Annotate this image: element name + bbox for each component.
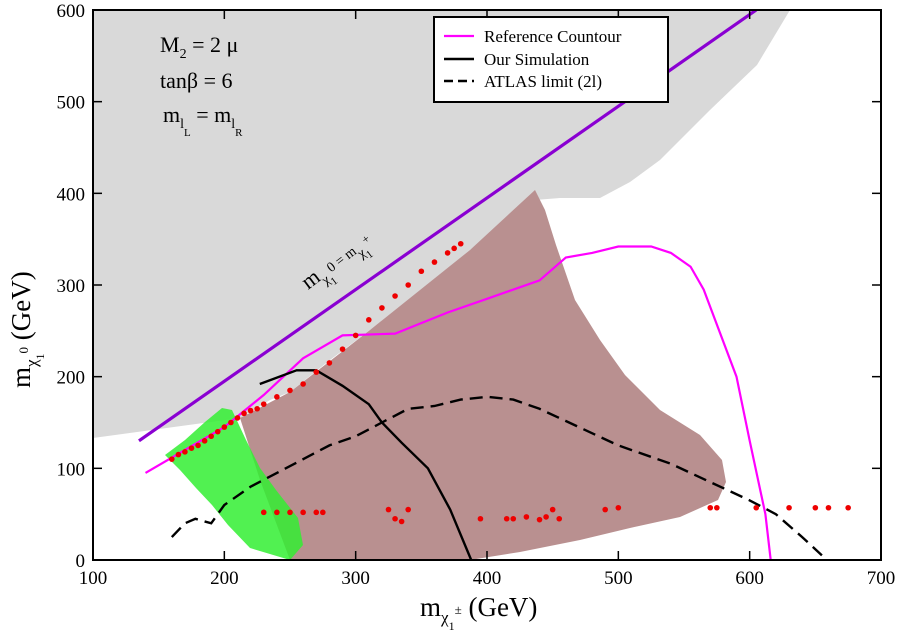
scatter-point (201, 438, 208, 444)
scatter-point (615, 504, 622, 511)
legend: Reference Countour Our Simulation ATLAS … (433, 16, 669, 103)
scatter-point (444, 250, 451, 256)
y-tick-label: 200 (57, 368, 86, 389)
scatter-point (300, 381, 306, 387)
scatter-point (274, 509, 280, 516)
legend-label-atlas: ATLAS limit (2l) (484, 72, 602, 91)
scatter-point (523, 514, 530, 520)
scatter-point (352, 332, 359, 339)
x-tick-label: 100 (79, 568, 108, 589)
scatter-point (228, 419, 234, 426)
scatter-point (260, 401, 267, 407)
scatter-point (339, 346, 346, 352)
scatter-point (510, 515, 517, 522)
x-axis-label: mχ1± (GeV) (420, 592, 537, 633)
scatter-point (392, 293, 398, 299)
x-tick-label: 200 (210, 568, 239, 589)
plot-area (93, 10, 851, 560)
our-simulation-line (259, 369, 473, 560)
scatter-point (753, 504, 760, 511)
x-tick-label: 600 (735, 568, 764, 589)
scatter-points (169, 240, 851, 525)
scatter-point (221, 424, 228, 430)
scatter-point (169, 456, 175, 462)
x-tick-label: 300 (341, 568, 370, 589)
scatter-point (714, 504, 720, 511)
x-tick-label: 500 (604, 568, 633, 589)
scatter-point (274, 394, 280, 400)
annotation-slepton-masses: mlL = mlR (163, 102, 243, 139)
legend-label-simulation: Our Simulation (484, 50, 590, 69)
scatter-point (451, 245, 457, 252)
scatter-point (260, 509, 267, 516)
scatter-point (457, 240, 464, 247)
scatter-point (845, 504, 851, 511)
y-tick-label: 500 (57, 93, 86, 114)
annotation-tanbeta: tanβ = 6 (160, 68, 232, 93)
scatter-point (556, 515, 563, 522)
scatter-point (602, 506, 608, 513)
scatter-point (825, 504, 832, 511)
scatter-point (543, 514, 549, 520)
scatter-point (254, 405, 260, 412)
scatter-point (326, 360, 333, 366)
scatter-point (247, 407, 254, 414)
scatter-point (175, 451, 182, 458)
scatter-point (503, 515, 510, 522)
x-tick-label: 700 (867, 568, 896, 589)
scatter-point (300, 509, 306, 516)
atlas-limit-line (170, 395, 823, 557)
scatter-point (208, 433, 214, 440)
scatter-point (241, 410, 247, 417)
scatter-point (398, 518, 405, 525)
x-tick-label: 400 (473, 568, 502, 589)
grey-excluded-region (93, 10, 790, 438)
scatter-point (287, 387, 293, 394)
y-tick-label: 600 (57, 1, 86, 22)
scatter-point (392, 515, 398, 522)
scatter-point (366, 317, 372, 323)
scatter-point (405, 506, 412, 513)
scatter-point (707, 504, 714, 511)
y-tick-label: 100 (57, 459, 86, 480)
scatter-point (214, 428, 221, 435)
y-tick-label: 0 (76, 551, 86, 572)
scatter-point (431, 259, 438, 265)
scatter-point (234, 415, 241, 421)
scatter-point (786, 504, 792, 511)
scatter-point (536, 516, 543, 523)
legend-label-reference: Reference Countour (484, 27, 622, 46)
y-tick-label: 300 (57, 276, 86, 297)
y-tick-label: 400 (57, 184, 86, 205)
scatter-point (313, 369, 320, 375)
scatter-point (418, 268, 425, 275)
scatter-point (812, 504, 819, 511)
scatter-point (313, 509, 320, 516)
scatter-point (405, 282, 412, 288)
scatter-point (477, 515, 484, 522)
scatter-point (320, 509, 326, 516)
y-axis-ticks: 0 100 200 300 400 500 600 (57, 1, 881, 572)
y-axis-label: mχ10 (GeV) (6, 271, 47, 388)
scatter-point (188, 445, 195, 451)
scatter-point (182, 449, 188, 455)
scatter-point (379, 305, 385, 311)
scatter-point (549, 506, 556, 513)
annotation-m2: M2 = 2 μ (160, 32, 238, 62)
reference-contour-line (144, 245, 772, 560)
scatter-point (385, 506, 392, 513)
scatter-point (287, 509, 293, 516)
x-axis-ticks: 100 200 300 400 500 600 700 (79, 10, 896, 589)
scatter-point (195, 442, 201, 449)
brown-excluded-region (240, 190, 726, 560)
